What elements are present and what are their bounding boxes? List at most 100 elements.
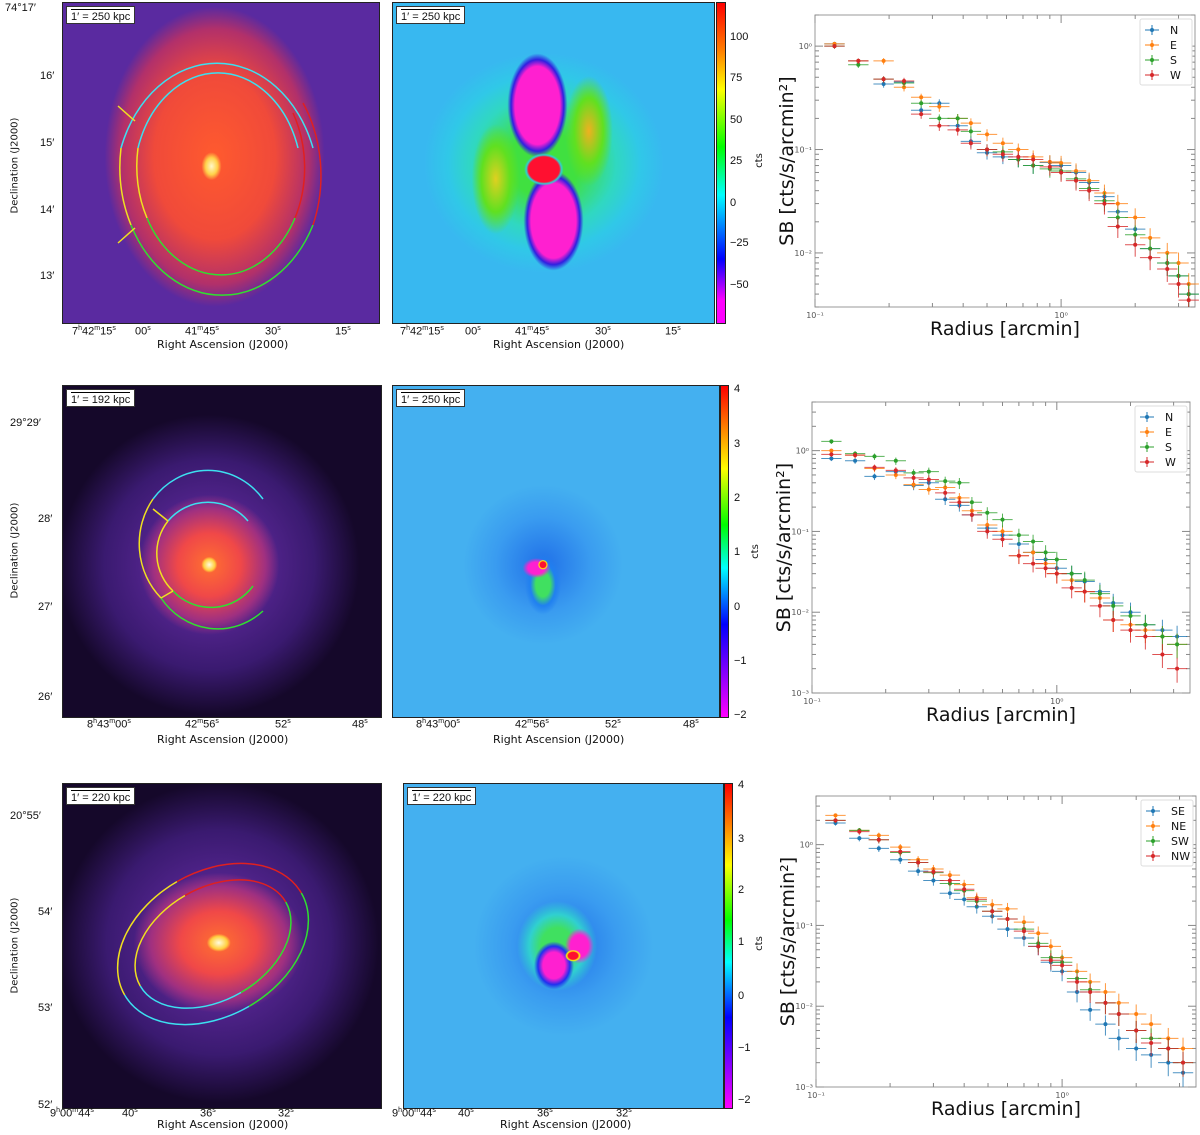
y-axis-label: SB [cts/s/arcmin²]	[776, 76, 798, 245]
ra-tick-label: 9h00m44s	[50, 1107, 94, 1120]
y-tick-label: 10⁻³	[795, 1083, 813, 1092]
scale-bar: 1′ = 250 kpc	[66, 6, 136, 24]
data-point	[1016, 154, 1021, 159]
data-point	[990, 909, 995, 914]
data-point	[962, 887, 967, 892]
dec-tick-label: 14′	[40, 204, 55, 216]
xray-image-2: 1′ = 192 kpc	[62, 385, 382, 718]
residual-image-1: 1′ = 250 kpc	[392, 2, 715, 324]
data-point	[1047, 164, 1052, 169]
xlabel: Right Ascension (J2000)	[157, 733, 289, 746]
data-point	[1149, 1036, 1154, 1041]
data-point	[1134, 1028, 1139, 1033]
data-point	[1175, 634, 1180, 639]
data-point	[1160, 634, 1165, 639]
data-point	[1069, 571, 1074, 576]
series-E	[824, 41, 1199, 299]
legend-label: W	[1170, 69, 1181, 82]
ra-tick-label: 40s	[122, 1107, 138, 1120]
xray-image-1: 1′ = 250 kpc	[62, 2, 380, 324]
data-point	[1116, 1000, 1121, 1005]
data-point	[968, 121, 973, 126]
data-point	[1031, 154, 1036, 159]
colorbar	[720, 385, 729, 718]
data-point	[1000, 529, 1005, 534]
data-point	[1087, 178, 1092, 183]
data-point	[1059, 168, 1064, 173]
data-point	[1060, 963, 1065, 968]
data-point	[1134, 1046, 1139, 1051]
data-point	[926, 469, 931, 474]
legend-marker	[1145, 445, 1149, 449]
data-point	[1054, 571, 1059, 576]
data-point	[893, 472, 898, 477]
data-point	[833, 818, 838, 823]
data-point	[916, 860, 921, 865]
dec-tick-label: 28′	[38, 513, 53, 525]
legend-label: E	[1165, 426, 1172, 439]
data-point	[1005, 917, 1010, 922]
data-point	[957, 503, 962, 508]
data-point	[1111, 618, 1116, 623]
data-point	[1043, 550, 1048, 555]
data-point	[955, 123, 960, 128]
data-point	[857, 836, 862, 841]
x-axis-label: Radius [arcmin]	[930, 318, 1080, 340]
dec-tick-label: 26′	[38, 691, 53, 703]
data-point	[1160, 634, 1165, 639]
scale-bar: 1′ = 220 kpc	[66, 787, 136, 805]
series-W	[821, 452, 1188, 683]
data-point	[1005, 917, 1010, 922]
series-W	[824, 44, 1199, 307]
data-point	[893, 468, 898, 473]
data-point	[902, 79, 907, 84]
data-point	[962, 897, 967, 902]
data-point	[911, 483, 916, 488]
data-point	[1036, 944, 1041, 949]
sb-chart-3: 10⁻¹ 10⁰ 10⁰ 10⁻¹ 10⁻² 10⁻³ Radius [arcmin] SB …	[777, 795, 1197, 1120]
ra-tick-label: 42m56s	[515, 718, 549, 731]
legend-marker	[1150, 43, 1154, 47]
data-point	[829, 439, 834, 444]
data-point	[1016, 533, 1021, 538]
data-point	[1160, 628, 1165, 633]
data-point	[881, 58, 886, 63]
data-point	[1047, 159, 1052, 164]
colorbar-tick-label: 4	[734, 383, 741, 395]
legend-marker	[1145, 430, 1149, 434]
data-point	[1016, 553, 1021, 558]
ra-tick-label: 8h43m00s	[416, 718, 460, 731]
data-point	[1005, 906, 1010, 911]
data-point	[1060, 960, 1065, 965]
data-point	[856, 62, 861, 67]
data-point	[1069, 578, 1074, 583]
scale-label: 1′ = 250 kpc	[401, 11, 461, 23]
data-point	[902, 78, 907, 83]
scale-bar: 1′ = 192 kpc	[66, 389, 136, 407]
legend-label: SE	[1171, 805, 1185, 818]
ra-tick-label: 42m56s	[185, 718, 219, 731]
data-point	[1181, 1060, 1186, 1065]
data-point	[1165, 250, 1170, 255]
data-point	[876, 846, 881, 851]
dec-tick-label: 16′	[40, 70, 55, 82]
data-point	[833, 818, 838, 823]
legend-label: N	[1165, 411, 1173, 424]
ra-tick-label: 7h42m15s	[72, 325, 116, 338]
data-point	[1060, 955, 1065, 960]
xlabel: Right Ascension (J2000)	[493, 338, 625, 351]
data-point	[931, 869, 936, 874]
data-point	[872, 474, 877, 479]
data-point	[947, 878, 952, 883]
data-point	[1102, 194, 1107, 199]
data-point	[1176, 273, 1181, 278]
data-point	[955, 116, 960, 121]
colorbar-tick-label: 25	[730, 155, 743, 167]
y-tick-label: 10⁻¹	[795, 921, 813, 930]
data-point	[1054, 571, 1059, 576]
data-point	[1069, 571, 1074, 576]
data-point	[1186, 292, 1191, 297]
data-point	[1148, 246, 1153, 251]
